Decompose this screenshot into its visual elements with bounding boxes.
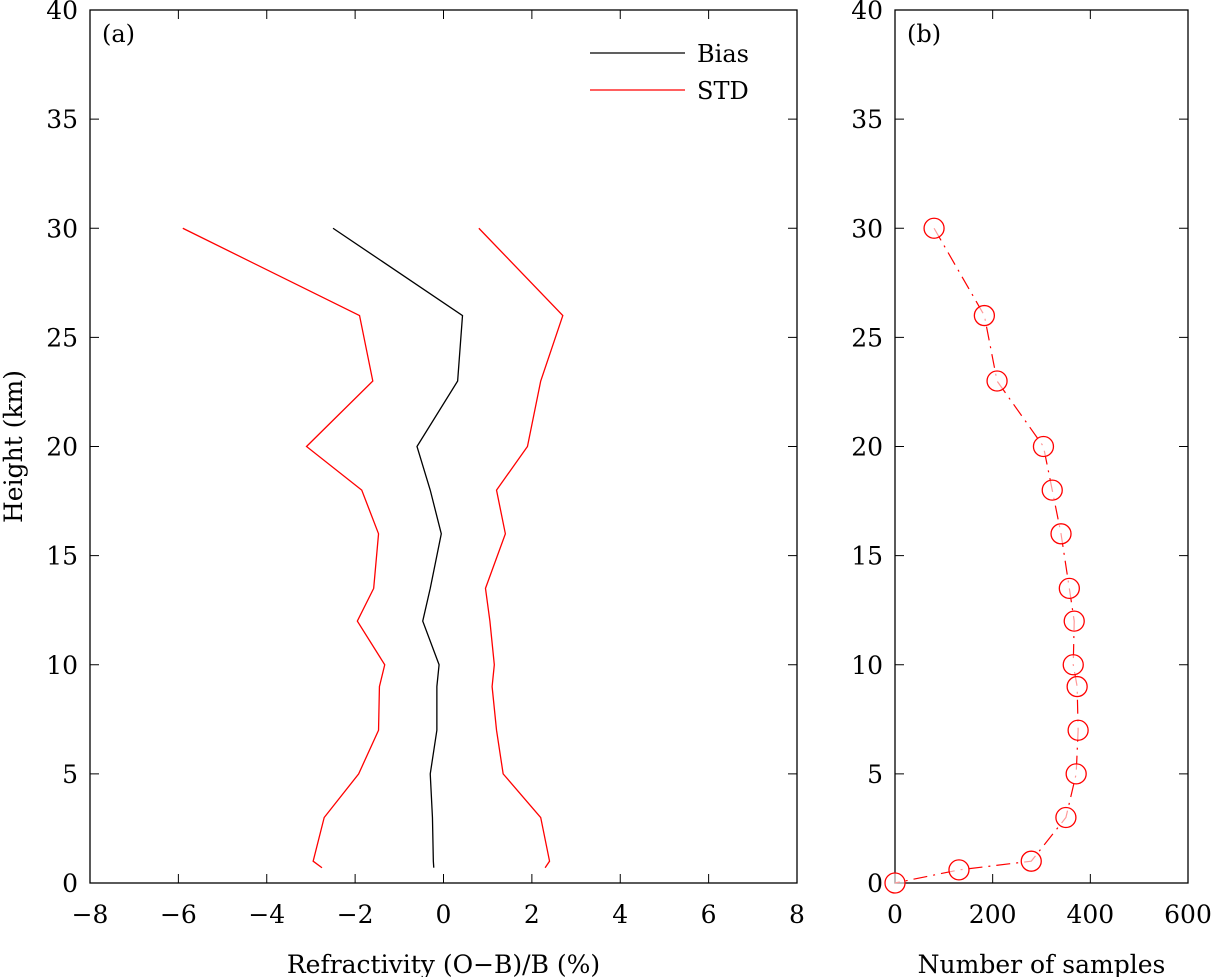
y-tick-label: 15 (46, 542, 78, 571)
sample-point (1058, 577, 1080, 600)
panel-1 (884, 9, 1189, 894)
panel-label: (b) (907, 20, 941, 48)
y-tick-label: 40 (851, 0, 883, 25)
sample-point (1066, 675, 1088, 698)
series-line-std-lower (182, 227, 386, 869)
x-tick-label: −4 (248, 900, 285, 929)
y-tick-label: 10 (851, 651, 883, 680)
x-tick-label: 0 (436, 900, 452, 929)
x-axis-label: Refractivity (O−B)/B (%) (287, 950, 600, 977)
y-tick-label: 20 (851, 433, 883, 462)
y-tick-label: 40 (46, 0, 78, 25)
x-tick-label: 2 (524, 900, 540, 929)
y-tick-label: 25 (46, 323, 78, 352)
x-axis-label: Number of samples (918, 950, 1166, 977)
y-tick-label: 25 (851, 323, 883, 352)
sample-point (973, 304, 996, 327)
sample-point (1065, 763, 1087, 785)
sample-point (923, 217, 945, 239)
sample-point (1063, 610, 1085, 632)
sample-point (1067, 719, 1089, 741)
y-tick-label: 5 (62, 760, 78, 789)
sample-point (1050, 523, 1072, 545)
sample-point (1062, 654, 1084, 676)
x-tick-label: 6 (701, 900, 717, 929)
panel-label: (a) (102, 20, 135, 48)
sample-point (884, 872, 906, 894)
sample-point (986, 370, 1008, 392)
y-axis-label: Height (km) (0, 370, 28, 523)
legend-label-std: STD (697, 77, 749, 105)
series-line-std-upper (478, 227, 564, 869)
x-tick-label: 0 (887, 900, 903, 929)
x-tick-label: 200 (969, 900, 1017, 929)
y-tick-label: 30 (851, 214, 883, 243)
sample-point (1055, 806, 1077, 829)
y-tick-label: 35 (851, 105, 883, 134)
plot-frame (89, 9, 798, 884)
y-tick-label: 20 (46, 433, 78, 462)
x-tick-label: −2 (337, 900, 374, 929)
x-tick-label: −6 (160, 900, 197, 929)
y-tick-label: 0 (62, 869, 78, 898)
y-tick-label: 15 (851, 542, 883, 571)
series-line-bias (332, 227, 464, 868)
y-tick-label: 5 (867, 760, 883, 789)
y-tick-label: 0 (867, 869, 883, 898)
samples-line (894, 227, 1079, 884)
y-tick-label: 35 (46, 105, 78, 134)
sample-point (1032, 435, 1055, 458)
x-tick-label: 4 (612, 900, 628, 929)
y-tick-label: 30 (46, 214, 78, 243)
x-tick-label: 400 (1066, 900, 1114, 929)
sample-point (1041, 479, 1063, 501)
sample-point (948, 859, 970, 881)
x-tick-label: 600 (1164, 900, 1212, 929)
x-tick-label: −8 (72, 900, 109, 929)
y-tick-label: 10 (46, 651, 78, 680)
legend-label-bias: Bias (697, 40, 749, 68)
x-tick-label: 8 (789, 900, 805, 929)
sample-point (1020, 850, 1042, 872)
panel-0 (89, 9, 798, 884)
